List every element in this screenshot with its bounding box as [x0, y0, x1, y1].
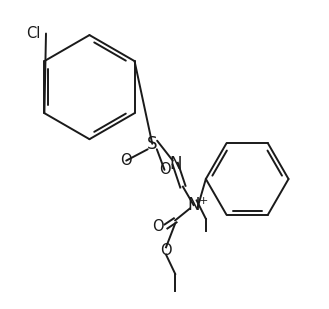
Text: N: N: [187, 196, 200, 214]
Text: O: O: [159, 162, 170, 177]
Text: O: O: [120, 153, 132, 168]
Text: Cl: Cl: [27, 26, 41, 41]
Text: O: O: [160, 243, 172, 258]
Text: +: +: [199, 196, 208, 206]
Text: O: O: [153, 219, 164, 234]
Text: S: S: [147, 135, 158, 153]
Text: N: N: [169, 155, 182, 173]
